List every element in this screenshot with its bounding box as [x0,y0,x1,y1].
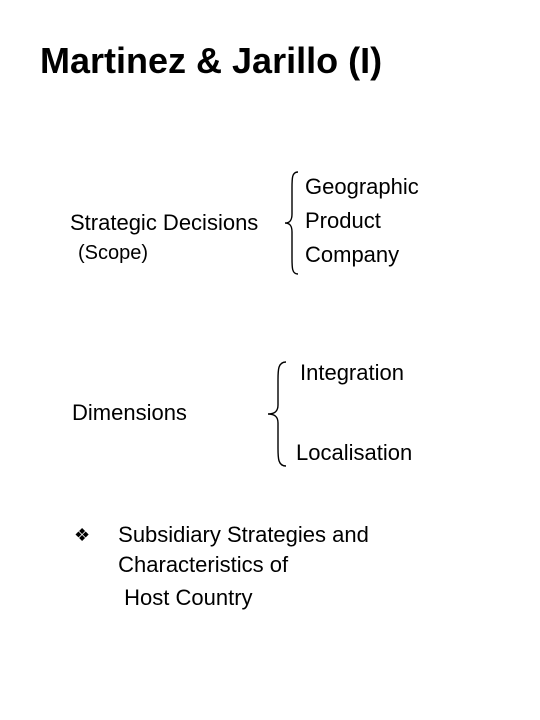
section1-left-sublabel: (Scope) [78,242,148,265]
section1-item-product: Product [305,204,419,238]
section2-left-label: Dimensions [72,400,187,426]
section1-item-company: Company [305,238,419,272]
bullet-text: Subsidiary Strategies and Characteristic… [118,520,458,613]
section2-item-localisation: Localisation [296,440,412,466]
slide: Martinez & Jarillo (I) Strategic Decisio… [0,0,540,720]
bullet-item: ❖ Subsidiary Strategies and Characterist… [74,520,458,613]
brace-icon [282,170,302,276]
section2-item-integration: Integration [300,360,404,386]
section1-item-geographic: Geographic [305,170,419,204]
brace-path-1 [285,172,298,274]
bullet-line-1: Subsidiary Strategies and Characteristic… [118,520,458,579]
brace-icon [264,360,290,468]
section1-left-label: Strategic Decisions [70,210,258,236]
brace-path-2 [268,362,286,466]
bullet-line-2: Host Country [118,583,458,613]
section1-right-list: Geographic Product Company [305,170,419,272]
page-title: Martinez & Jarillo (I) [40,40,382,82]
diamond-bullet-icon: ❖ [74,522,90,548]
